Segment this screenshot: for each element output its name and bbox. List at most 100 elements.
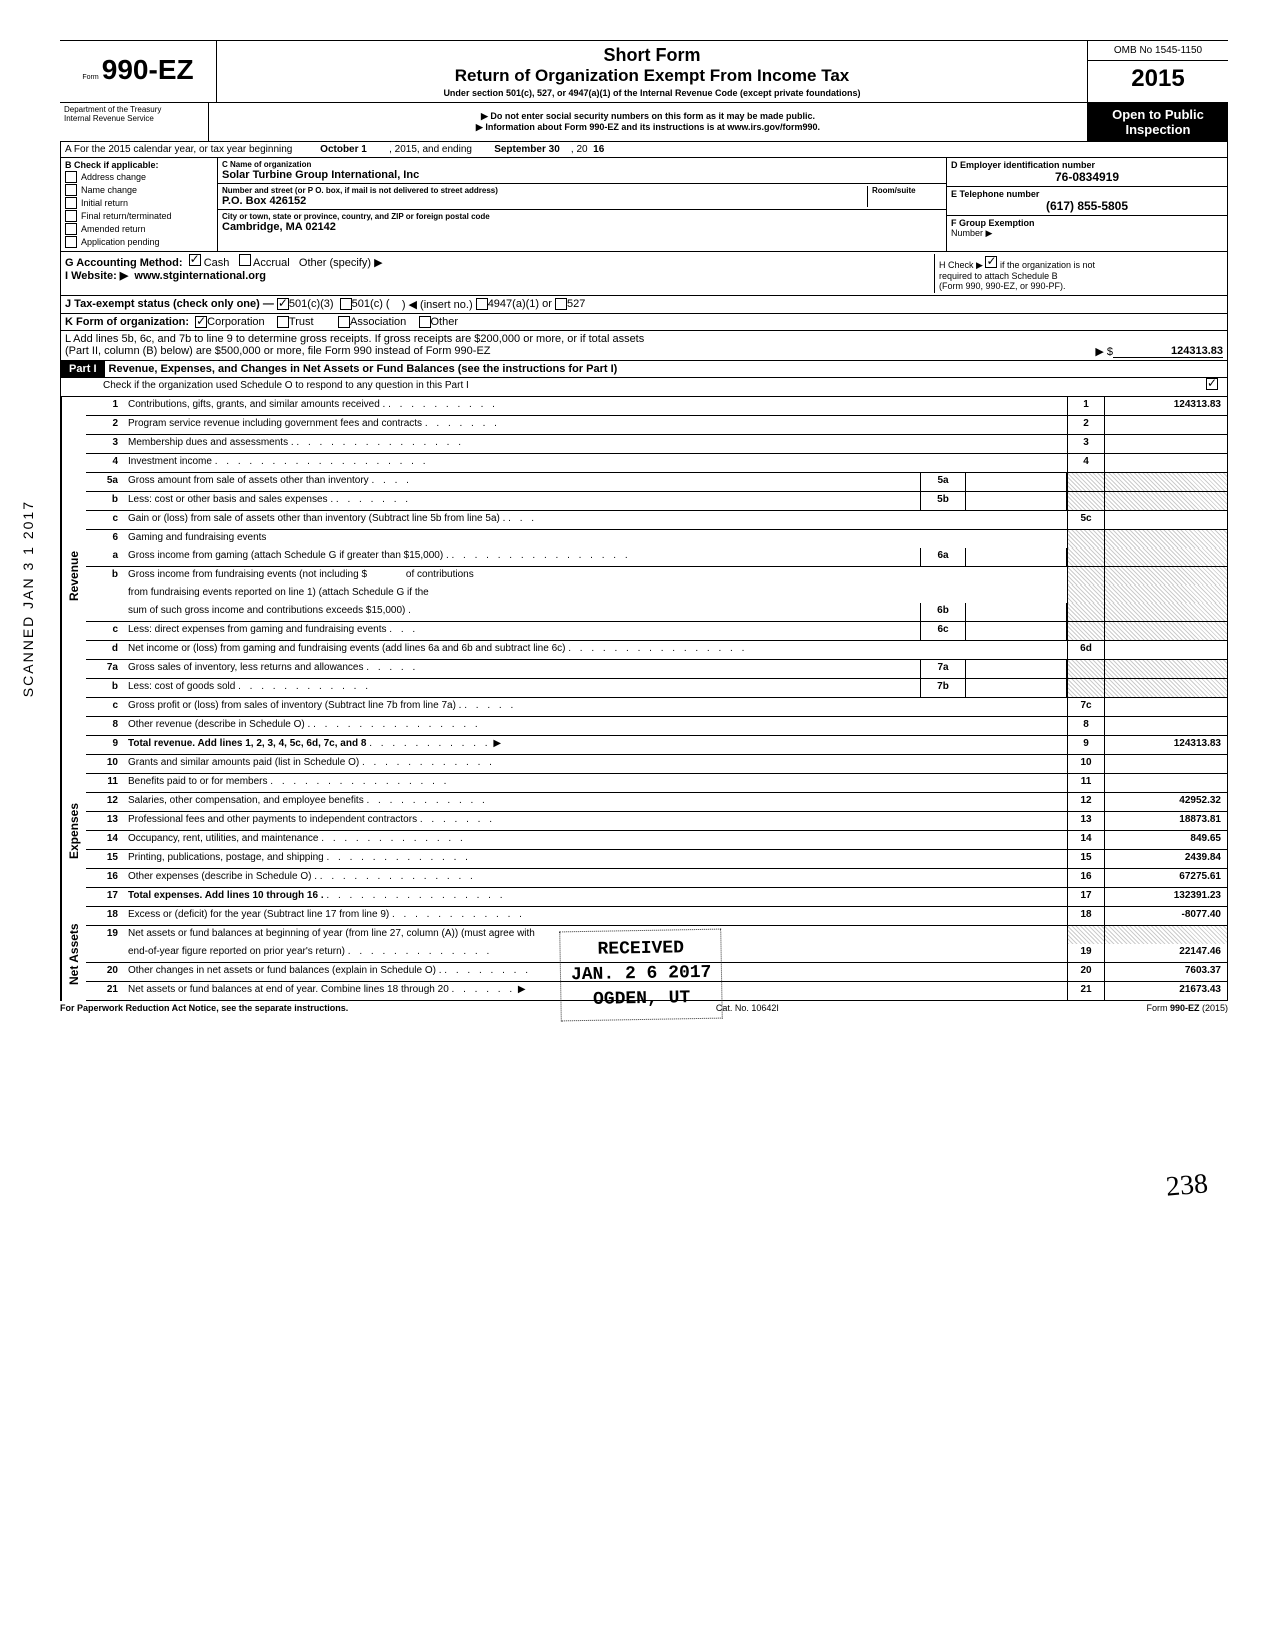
omb-number: OMB No 1545-1150	[1088, 41, 1228, 61]
line-5c: c Gain or (loss) from sale of assets oth…	[86, 511, 1227, 530]
open-public: Open to PublicInspection	[1088, 103, 1228, 141]
group-exemption-label: F Group Exemption	[951, 218, 1223, 228]
check-other-org[interactable]	[419, 316, 431, 328]
footer-right: Form 990-EZ (2015)	[1146, 1003, 1228, 1013]
line-17: 17 Total expenses. Add lines 10 through …	[86, 888, 1227, 907]
line-1: 1 Contributions, gifts, grants, and simi…	[86, 397, 1227, 416]
line-5b: b Less: cost or other basis and sales ex…	[86, 492, 1227, 511]
check-name-change[interactable]: Name change	[65, 184, 213, 196]
line-5a: 5a Gross amount from sale of assets othe…	[86, 473, 1227, 492]
center-title: Short Form Return of Organization Exempt…	[217, 41, 1087, 102]
check-501c3[interactable]	[277, 298, 289, 310]
h-box: H Check ▶ if the organization is not req…	[934, 254, 1223, 293]
ssn-warning: ▶ Do not enter social security numbers o…	[211, 111, 1085, 122]
tax-year: 2015	[1088, 61, 1228, 97]
org-name-label: C Name of organization	[222, 160, 942, 169]
check-association[interactable]	[338, 316, 350, 328]
header-row-2: Department of the Treasury Internal Reve…	[60, 103, 1228, 142]
tax-year-begin: October 1	[320, 144, 367, 155]
org-name: Solar Turbine Group International, Inc	[222, 169, 942, 181]
group-exemption-label2: Number ▶	[951, 228, 1223, 239]
city-label: City or town, state or province, country…	[222, 212, 942, 221]
occupancy-value: 849.65	[1104, 831, 1227, 849]
line-7c: c Gross profit or (loss) from sales of i…	[86, 698, 1227, 717]
check-if-applicable: B Check if applicable: Address change Na…	[61, 158, 218, 251]
line-3: 3 Membership dues and assessments . . . …	[86, 435, 1227, 454]
line-6c: c Less: direct expenses from gaming and …	[86, 622, 1227, 641]
other-changes: 7603.37	[1104, 963, 1227, 981]
right-header-box: OMB No 1545-1150 2015	[1087, 41, 1228, 102]
check-corporation[interactable]	[195, 316, 207, 328]
scanned-stamp: SCANNED JAN 3 1 2017	[20, 500, 36, 697]
line-a-mid: , 2015, and ending	[389, 144, 472, 155]
org-info: C Name of organization Solar Turbine Gro…	[218, 158, 947, 251]
check-amended[interactable]: Amended return	[65, 223, 213, 235]
check-schedule-b[interactable]	[985, 256, 997, 268]
excess-deficit: -8077.40	[1104, 907, 1227, 925]
revenue-group: Revenue 1 Contributions, gifts, grants, …	[61, 397, 1227, 755]
tax-year-end-yr: 16	[593, 144, 604, 155]
check-schedule-o[interactable]	[1206, 378, 1218, 390]
form-number-box: Form 990-EZ	[60, 41, 217, 102]
line-11: 11 Benefits paid to or for members . . .…	[86, 774, 1227, 793]
check-address-change[interactable]: Address change	[65, 171, 213, 183]
info-link: ▶ Information about Form 990-EZ and its …	[211, 122, 1085, 133]
check-501c[interactable]	[340, 298, 352, 310]
check-527[interactable]	[555, 298, 567, 310]
website-line: I Website: ▶ www.stginternational.org	[65, 269, 934, 282]
room-label: Room/suite	[872, 186, 942, 195]
check-application-pending[interactable]: Application pending	[65, 236, 213, 248]
line-6a: a Gross income from gaming (attach Sched…	[86, 548, 1227, 567]
phone-cell: E Telephone number (617) 855-5805	[947, 187, 1227, 216]
check-if-header: B Check if applicable:	[65, 160, 213, 170]
org-street: P.O. Box 426152	[222, 195, 867, 207]
line-13: 13 Professional fees and other payments …	[86, 812, 1227, 831]
signature-mark: 238	[1165, 1168, 1210, 1204]
line-6b-1: b Gross income from fundraising events (…	[86, 567, 1227, 585]
right-id-col: D Employer identification number 76-0834…	[947, 158, 1227, 251]
gross-receipts: 124313.83	[1113, 345, 1223, 358]
footer-mid: Cat. No. 10642I	[716, 1003, 779, 1013]
accounting-method: G Accounting Method: Cash Accrual Other …	[65, 254, 934, 269]
line-18: 18 Excess or (deficit) for the year (Sub…	[86, 907, 1227, 926]
line-8: 8 Other revenue (describe in Schedule O)…	[86, 717, 1227, 736]
website-value: www.stginternational.org	[134, 270, 266, 282]
line-14: 14 Occupancy, rent, utilities, and maint…	[86, 831, 1227, 850]
ein-label: D Employer identification number	[951, 160, 1223, 170]
form-prefix: Form	[82, 74, 98, 81]
form-header: Form 990-EZ Short Form Return of Organiz…	[60, 40, 1228, 103]
line-12: 12 Salaries, other compensation, and emp…	[86, 793, 1227, 812]
total-expenses: 132391.23	[1104, 888, 1227, 906]
line-l-arrow: ▶ $	[1095, 345, 1113, 358]
group-exemption-cell: F Group Exemption Number ▶	[947, 216, 1227, 241]
part-i-title: Revenue, Expenses, and Changes in Net As…	[105, 361, 622, 377]
line-a: A For the 2015 calendar year, or tax yea…	[61, 142, 1227, 158]
return-title: Return of Organization Exempt From Incom…	[225, 66, 1079, 86]
line-9: 9 Total revenue. Add lines 1, 2, 3, 4, 5…	[86, 736, 1227, 755]
phone-value: (617) 855-5805	[951, 199, 1223, 213]
under-section: Under section 501(c), 527, or 4947(a)(1)…	[225, 88, 1079, 98]
org-city: Cambridge, MA 02142	[222, 221, 942, 233]
line-6d: d Net income or (loss) from gaming and f…	[86, 641, 1227, 660]
check-4947[interactable]	[476, 298, 488, 310]
irs-label: Internal Revenue Service	[64, 114, 204, 123]
received-stamp: RECEIVED JAN. 2 6 2017 OGDEN, UT	[559, 929, 723, 1021]
check-trust[interactable]	[277, 316, 289, 328]
check-final-return[interactable]: Final return/terminated	[65, 210, 213, 222]
line-16: 16 Other expenses (describe in Schedule …	[86, 869, 1227, 888]
short-form-label: Short Form	[225, 45, 1079, 66]
expenses-group: Expenses 10 Grants and similar amounts p…	[61, 755, 1227, 907]
line-7a: 7a Gross sales of inventory, less return…	[86, 660, 1227, 679]
line-4: 4 Investment income . . . . . . . . . . …	[86, 454, 1227, 473]
tax-year-end: September 30	[494, 144, 560, 155]
check-accrual[interactable]	[239, 254, 251, 266]
ending-net-assets: 21673.43	[1104, 982, 1227, 1000]
check-initial-return[interactable]: Initial return	[65, 197, 213, 209]
line-l: L Add lines 5b, 6c, and 7b to line 9 to …	[61, 331, 1227, 361]
ein-cell: D Employer identification number 76-0834…	[947, 158, 1227, 187]
line-a-suffix: , 20	[571, 144, 588, 155]
prof-fees-value: 18873.81	[1104, 812, 1227, 830]
check-cash[interactable]	[189, 254, 201, 266]
form-number: 990-EZ	[102, 54, 194, 85]
org-name-cell: C Name of organization Solar Turbine Gro…	[218, 158, 946, 184]
